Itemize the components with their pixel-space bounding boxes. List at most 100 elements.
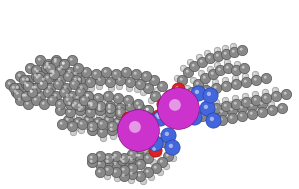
Point [7, 82, 12, 85]
Point [150, 121, 154, 124]
Point [76, 121, 80, 124]
Point [80, 106, 84, 109]
Point [65, 119, 70, 122]
Point [96, 97, 100, 100]
Point [57, 102, 62, 105]
Point [54, 94, 58, 98]
Point [119, 126, 124, 129]
Point [208, 107, 213, 110]
Point [135, 88, 140, 91]
Point [125, 116, 130, 119]
Point [142, 113, 147, 116]
Point [129, 153, 134, 156]
Point [152, 78, 156, 81]
Point [114, 154, 118, 157]
Point [50, 74, 54, 77]
Point [168, 94, 173, 98]
Point [243, 100, 248, 103]
Point [196, 91, 200, 94]
Point [96, 114, 101, 117]
Point [197, 55, 202, 58]
Point [152, 149, 157, 152]
Point [67, 70, 72, 73]
Point [280, 106, 284, 109]
Point [243, 80, 248, 83]
Point [53, 60, 58, 63]
Point [99, 112, 103, 115]
Point [164, 144, 168, 147]
Point [62, 91, 66, 94]
Point [57, 108, 62, 111]
Point [81, 112, 86, 115]
Point [144, 138, 148, 141]
Point [121, 160, 126, 163]
Point [100, 136, 105, 139]
Point [76, 126, 81, 129]
Point [97, 105, 102, 108]
Point [205, 51, 210, 54]
Point [99, 168, 103, 171]
Point [99, 122, 104, 125]
Point [252, 93, 257, 96]
Point [97, 114, 101, 117]
Point [155, 114, 160, 117]
Point [99, 130, 104, 133]
Point [235, 63, 240, 66]
Point [146, 156, 151, 159]
Point [96, 84, 101, 87]
Point [123, 104, 128, 107]
Point [87, 102, 91, 105]
Point [214, 48, 219, 51]
Point [273, 94, 278, 97]
Point [104, 124, 109, 127]
Point [123, 174, 127, 177]
Point [148, 175, 152, 178]
Point [140, 122, 144, 125]
Point [210, 72, 215, 75]
Point [124, 161, 129, 164]
Point [144, 150, 148, 153]
Point [76, 102, 81, 105]
Point [196, 55, 201, 58]
Point [45, 62, 50, 65]
Point [147, 83, 152, 86]
Point [222, 47, 227, 50]
Point [112, 156, 116, 160]
Point [73, 78, 78, 81]
Point [49, 98, 54, 101]
Point [152, 148, 156, 151]
Point [46, 77, 51, 80]
Point [159, 84, 164, 87]
Point [106, 110, 111, 113]
Point [208, 106, 213, 109]
Point [138, 174, 142, 177]
Point [226, 67, 231, 70]
Point [136, 102, 141, 105]
Point [65, 94, 70, 97]
Point [46, 64, 51, 67]
Point [199, 108, 204, 112]
Point [119, 126, 124, 129]
Point [122, 160, 126, 163]
Point [70, 130, 75, 133]
Point [152, 94, 157, 98]
Point [173, 103, 177, 106]
Point [90, 125, 94, 128]
Point [152, 146, 156, 149]
Point [128, 105, 132, 108]
Point [115, 118, 120, 121]
Point [84, 100, 89, 103]
Point [151, 78, 156, 81]
Point [139, 122, 144, 125]
Point [233, 82, 238, 85]
Point [196, 82, 200, 85]
Point [222, 79, 227, 82]
Point [231, 50, 236, 53]
Point [145, 108, 150, 111]
Point [86, 94, 90, 98]
Point [97, 78, 102, 81]
Point [107, 80, 112, 83]
Point [166, 133, 170, 136]
Point [97, 162, 102, 165]
Point [71, 105, 76, 108]
